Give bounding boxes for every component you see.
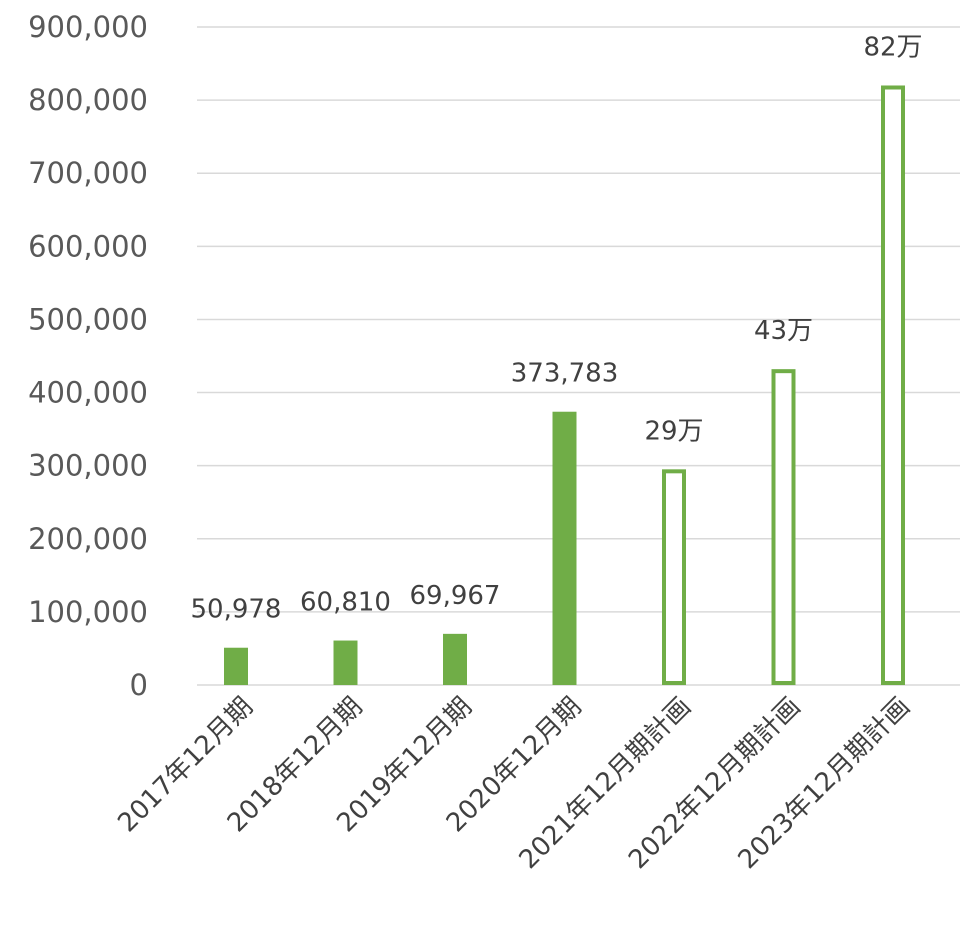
y-tick-label: 800,000 [28, 83, 148, 117]
y-tick-label: 300,000 [28, 449, 148, 483]
y-tick-label: 600,000 [28, 229, 148, 263]
data-label: 50,978 [191, 595, 282, 625]
y-tick-label: 500,000 [28, 302, 148, 336]
bar [333, 640, 358, 685]
data-label: 82万 [863, 32, 922, 62]
data-label: 69,967 [410, 581, 501, 611]
y-tick-label: 200,000 [28, 522, 148, 556]
y-tick-label: 0 [130, 668, 148, 702]
bar [552, 411, 577, 685]
bar [224, 647, 248, 685]
x-axis-ticks: 2017年12月期2018年12月期2019年12月期2020年12月期2021… [112, 692, 916, 875]
data-label: 43万 [754, 316, 813, 346]
bars [224, 85, 905, 686]
y-tick-label: 100,000 [28, 595, 148, 629]
data-labels: 50,978 60,810 69,967 373,783 29万 43万 82万 [191, 32, 923, 624]
bar-outline [662, 469, 686, 686]
y-tick-label: 700,000 [28, 156, 148, 190]
gridlines [197, 26, 960, 686]
data-label: 373,783 [511, 359, 619, 389]
bar [443, 633, 467, 685]
y-tick-label: 900,000 [28, 10, 148, 44]
bar-outline [771, 369, 796, 685]
bar-outline [881, 85, 905, 685]
y-axis-ticks: 0 100,000 200,000 300,000 400,000 500,000 600,… [28, 10, 148, 702]
data-label: 29万 [644, 416, 703, 446]
data-label: 60,810 [300, 588, 391, 618]
y-tick-label: 400,000 [28, 376, 148, 410]
